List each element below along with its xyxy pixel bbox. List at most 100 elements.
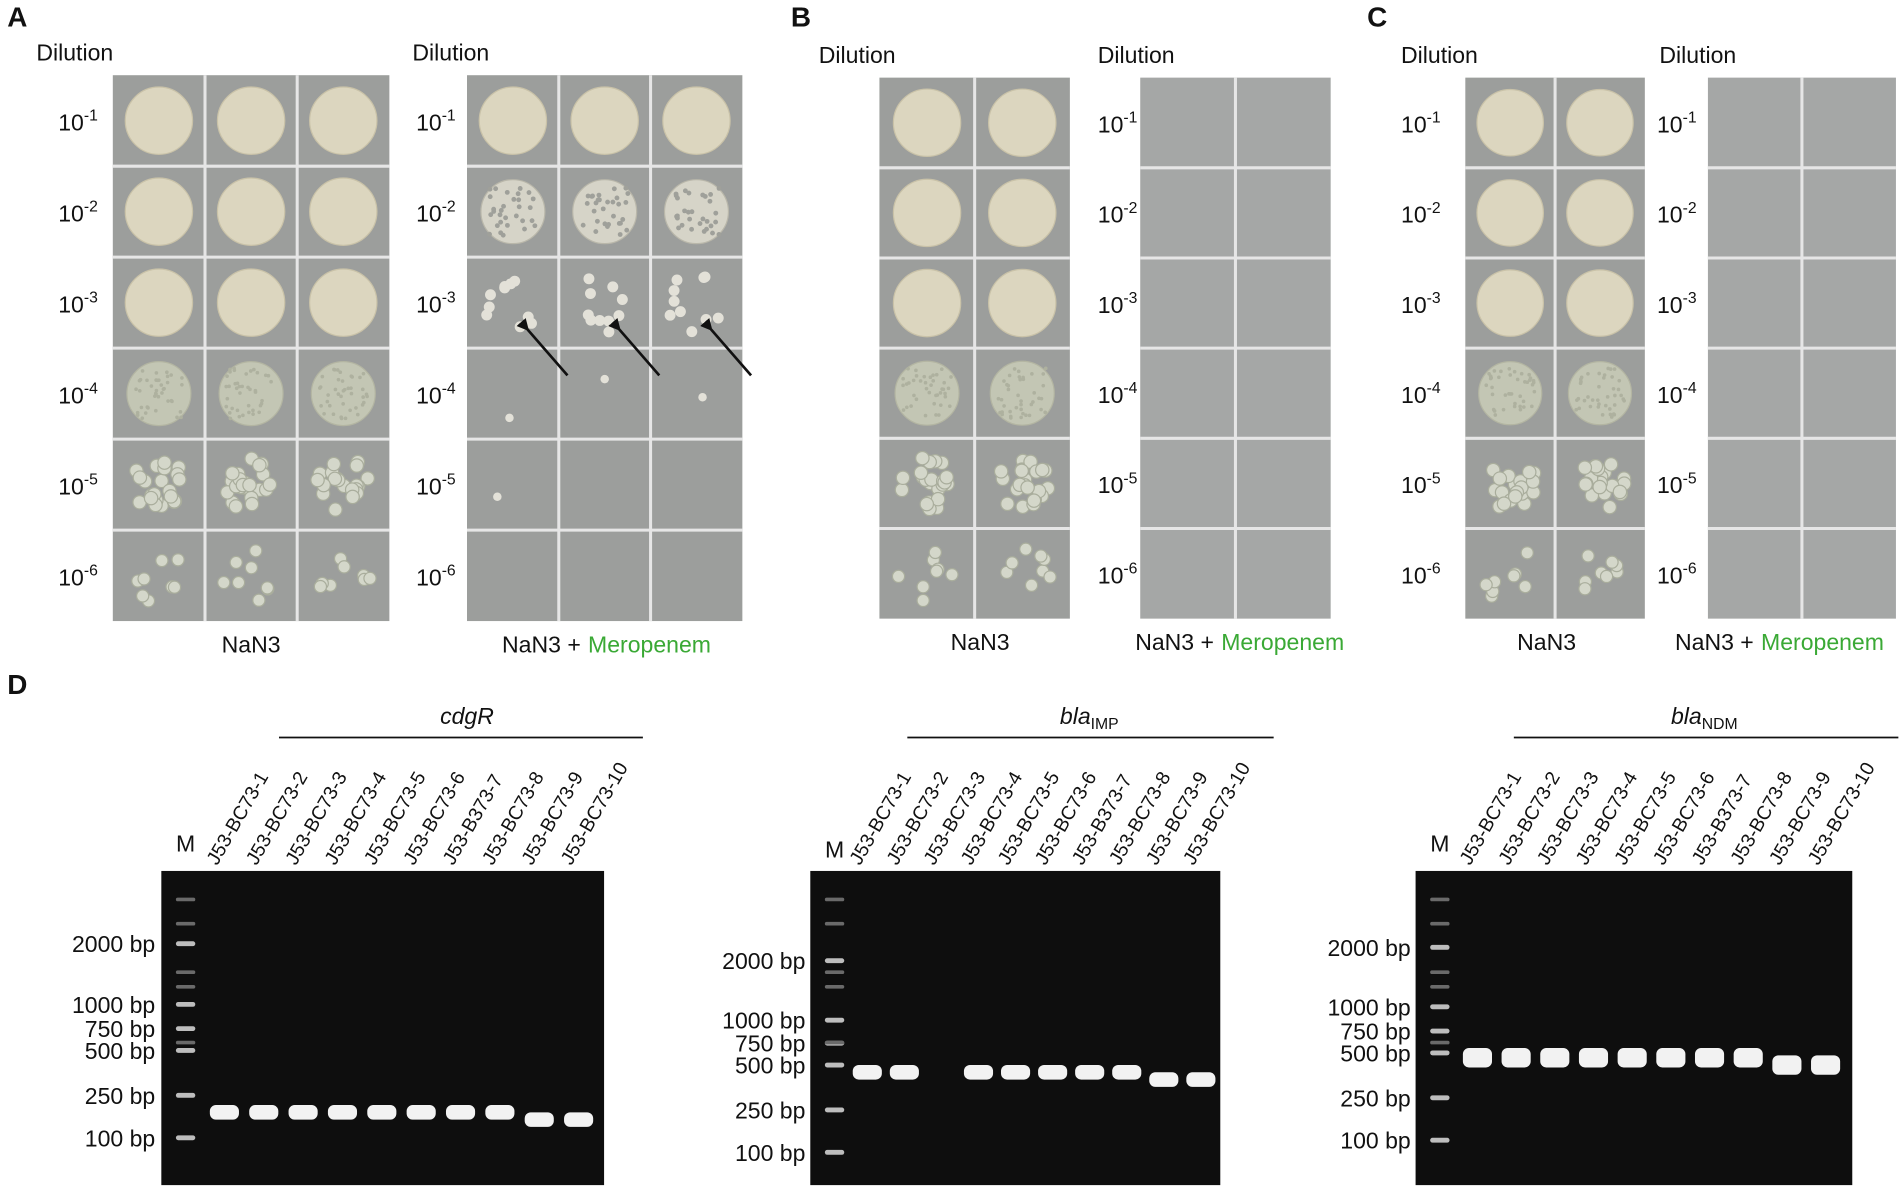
plate: [1707, 77, 1896, 619]
texture: [1002, 404, 1006, 408]
colony: [1581, 549, 1595, 563]
texture: [1527, 372, 1531, 377]
texture: [922, 374, 927, 379]
texture: [255, 370, 260, 375]
plate: [112, 75, 390, 622]
texture: [1612, 403, 1617, 407]
texture: [1582, 398, 1587, 403]
texture: [1595, 398, 1600, 402]
gene-label: blaNDM: [1671, 703, 1738, 733]
texture: [1613, 393, 1617, 398]
texture: [516, 197, 522, 203]
texture: [354, 406, 358, 410]
dilution-base: 10: [1098, 202, 1124, 228]
texture: [269, 379, 273, 384]
dilution-exponent: -6: [1427, 561, 1441, 578]
ladder-band: [824, 1040, 845, 1045]
texture: [526, 190, 532, 195]
texture: [1007, 373, 1012, 378]
dna-band: [524, 1112, 554, 1127]
ladder-label: 500 bp: [85, 1038, 155, 1064]
texture: [1588, 404, 1593, 409]
colony: [1479, 578, 1493, 592]
texture: [938, 403, 943, 407]
texture: [590, 193, 595, 199]
texture: [159, 383, 164, 387]
texture: [1590, 398, 1595, 402]
texture: [624, 227, 630, 233]
texture: [1484, 383, 1489, 388]
ladder-label: 500 bp: [735, 1053, 805, 1079]
texture: [1605, 395, 1610, 399]
colony: [1602, 499, 1617, 515]
dilution-label: 10-1: [1657, 110, 1697, 138]
colony: [1521, 464, 1537, 480]
texture: [918, 379, 923, 383]
ladder-band: [175, 921, 196, 926]
texture: [529, 218, 535, 224]
texture: [333, 387, 338, 392]
colony: [668, 285, 680, 297]
dilution-base: 10: [1657, 562, 1683, 588]
texture: [1597, 402, 1601, 406]
dna-band: [1694, 1048, 1725, 1068]
colony: [1019, 542, 1033, 556]
colony: [570, 86, 639, 155]
colony: [309, 86, 378, 155]
dna-band: [564, 1112, 594, 1127]
texture: [1611, 386, 1616, 391]
dna-band: [1001, 1065, 1031, 1080]
dilution-base: 10: [1098, 292, 1124, 318]
dilution-heading: Dilution: [412, 40, 489, 66]
gene-subscript: NDM: [1702, 716, 1738, 733]
texture: [149, 384, 154, 388]
ladder-label: 2000 bp: [722, 948, 805, 974]
texture: [503, 215, 509, 221]
texture: [679, 222, 685, 228]
texture: [260, 398, 264, 403]
ladder-band: [824, 1062, 845, 1068]
colony: [1599, 569, 1614, 584]
colony: [310, 472, 325, 488]
texture: [1497, 375, 1501, 380]
dilution-label: 10-2: [1401, 200, 1441, 228]
gene-name: bla: [1060, 703, 1091, 729]
ladder-band: [1430, 1004, 1450, 1010]
texture: [939, 367, 944, 372]
texture: [1611, 412, 1616, 416]
texture: [169, 373, 173, 377]
dna-band: [1733, 1048, 1763, 1068]
texture: [701, 228, 707, 234]
ladder-band: [1430, 984, 1450, 989]
colony: [1520, 546, 1534, 560]
texture: [1608, 367, 1613, 371]
texture: [932, 401, 937, 406]
colony: [252, 457, 267, 473]
dna-band: [1186, 1072, 1216, 1087]
dilution-label: 10-1: [1401, 110, 1441, 138]
dilution-exponent: -2: [1683, 200, 1697, 217]
dna-band: [249, 1105, 279, 1120]
texture: [685, 209, 691, 215]
texture: [1493, 413, 1498, 417]
texture: [611, 213, 616, 219]
colony: [1476, 269, 1545, 337]
ladder-label: 250 bp: [1340, 1085, 1410, 1111]
texture: [901, 408, 906, 412]
dilution-label: 10-3: [1657, 290, 1697, 318]
texture: [689, 226, 695, 232]
texture: [319, 404, 323, 408]
colony: [1020, 480, 1035, 495]
texture: [1490, 385, 1494, 390]
texture: [322, 411, 326, 416]
dilution-exponent: -6: [442, 563, 456, 580]
texture: [593, 229, 599, 235]
texture: [361, 395, 366, 399]
arrow: [700, 318, 753, 377]
plate: [1465, 77, 1645, 619]
texture: [487, 231, 492, 237]
plate-label: NaN3: [1517, 629, 1576, 655]
texture: [1487, 371, 1491, 376]
dilution-exponent: -3: [1123, 290, 1137, 307]
texture: [1609, 415, 1614, 419]
